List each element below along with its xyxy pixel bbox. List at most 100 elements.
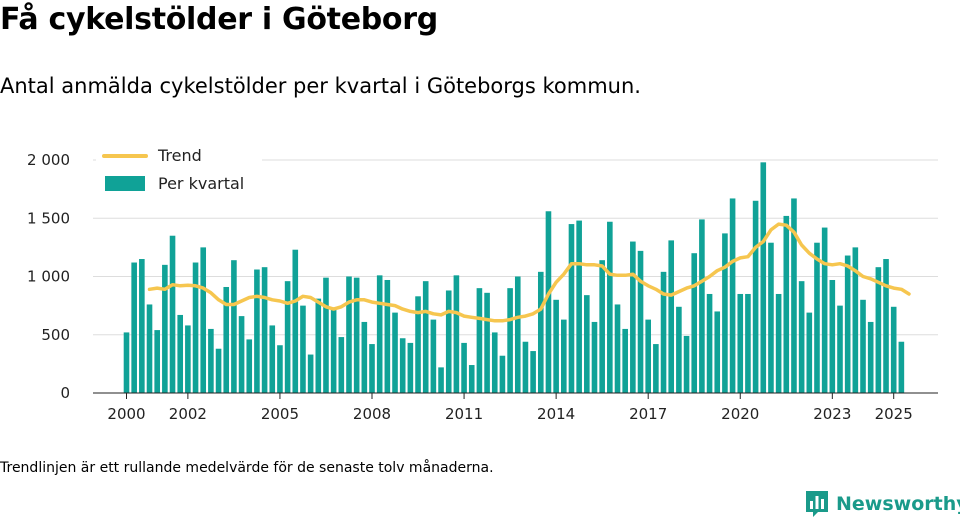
bar (514, 276, 521, 393)
bar (798, 281, 805, 393)
x-tick-label: 2014 (537, 405, 575, 423)
bar (261, 267, 268, 393)
trend-series (147, 222, 911, 323)
chart-title: Få cykelstölder i Göteborg (0, 2, 438, 37)
bar (852, 247, 859, 393)
bar (706, 293, 713, 393)
bar (300, 305, 306, 393)
bar (867, 321, 874, 393)
bar (399, 338, 406, 393)
bar (461, 342, 467, 393)
bar (430, 319, 437, 393)
x-tick-label: 2002 (169, 405, 207, 423)
bar (844, 255, 851, 393)
bar (545, 211, 552, 393)
bar (154, 330, 160, 393)
bar (346, 276, 352, 393)
bar (676, 306, 682, 393)
bar (614, 304, 621, 393)
bar (699, 219, 705, 393)
bar (576, 220, 582, 393)
bar (307, 354, 314, 393)
bar (607, 221, 613, 393)
bar (499, 355, 506, 393)
bar (898, 341, 905, 393)
bar (185, 325, 191, 393)
bar (530, 351, 536, 393)
bar (760, 162, 767, 393)
bar (215, 348, 222, 393)
bar (722, 233, 728, 393)
bar (438, 367, 444, 393)
bar (829, 279, 836, 393)
bar (376, 275, 383, 393)
bar (369, 344, 375, 393)
bar (745, 293, 751, 393)
bar (561, 319, 567, 393)
bar (691, 253, 698, 393)
bar (231, 260, 237, 393)
x-tick-label: 2005 (261, 405, 299, 423)
legend-bar-swatch (105, 176, 145, 191)
bar-series-per-kvartal (123, 162, 905, 393)
bar (392, 312, 398, 393)
bar (637, 250, 644, 393)
bar (752, 200, 759, 393)
brand[interactable]: Newsworthy (804, 488, 960, 520)
brand-name: Newsworthy (836, 493, 960, 515)
bar (323, 277, 329, 393)
bar (131, 262, 137, 393)
bar (453, 275, 460, 393)
bar (169, 235, 176, 393)
bar (422, 281, 429, 393)
footnote: Trendlinjen är ett rullande medelvärde f… (0, 460, 494, 476)
bar (468, 365, 475, 393)
bar (192, 262, 199, 393)
bar (277, 345, 283, 393)
trend-line (147, 222, 911, 323)
bar (783, 215, 790, 393)
y-axis-ticks: 0 500 1 000 1 500 2 000 (27, 151, 70, 402)
x-tick-label: 2008 (353, 405, 391, 423)
bar (775, 293, 782, 393)
bar (407, 342, 414, 393)
bar (768, 242, 774, 393)
bar (254, 269, 260, 393)
bar (630, 241, 636, 393)
bar (269, 325, 276, 393)
legend-bar-label: Per kvartal (158, 174, 244, 193)
bar (599, 260, 605, 393)
bar (591, 321, 598, 393)
y-tick-label: 500 (41, 326, 70, 344)
bar (476, 288, 483, 393)
x-axis: 2000 2002 2005 2008 2011 2014 2017 2020 2023 2025 (93, 392, 938, 423)
bar (162, 264, 168, 393)
bar (330, 309, 337, 393)
y-tick-label: 1 000 (27, 268, 70, 286)
bar (384, 279, 391, 393)
legend: Trend Per kvartal (96, 144, 262, 202)
bar (729, 198, 736, 393)
bar (223, 286, 230, 393)
bar (484, 292, 490, 393)
bar (714, 311, 721, 393)
bar (292, 249, 299, 393)
x-tick-label: 2017 (629, 405, 667, 423)
bar (860, 299, 866, 393)
x-tick-label: 2000 (107, 405, 145, 423)
bar (814, 242, 820, 393)
bar (491, 332, 498, 393)
bar (791, 198, 797, 393)
bar (653, 344, 659, 393)
bar (668, 240, 675, 393)
legend-trend-label: Trend (157, 146, 202, 165)
bar (553, 299, 559, 393)
bar (537, 271, 544, 393)
bar (821, 227, 828, 393)
bar (584, 295, 590, 393)
bar (238, 316, 245, 393)
bar (522, 341, 529, 393)
bar (445, 290, 452, 393)
bar (737, 293, 744, 393)
legend-background (96, 144, 262, 202)
